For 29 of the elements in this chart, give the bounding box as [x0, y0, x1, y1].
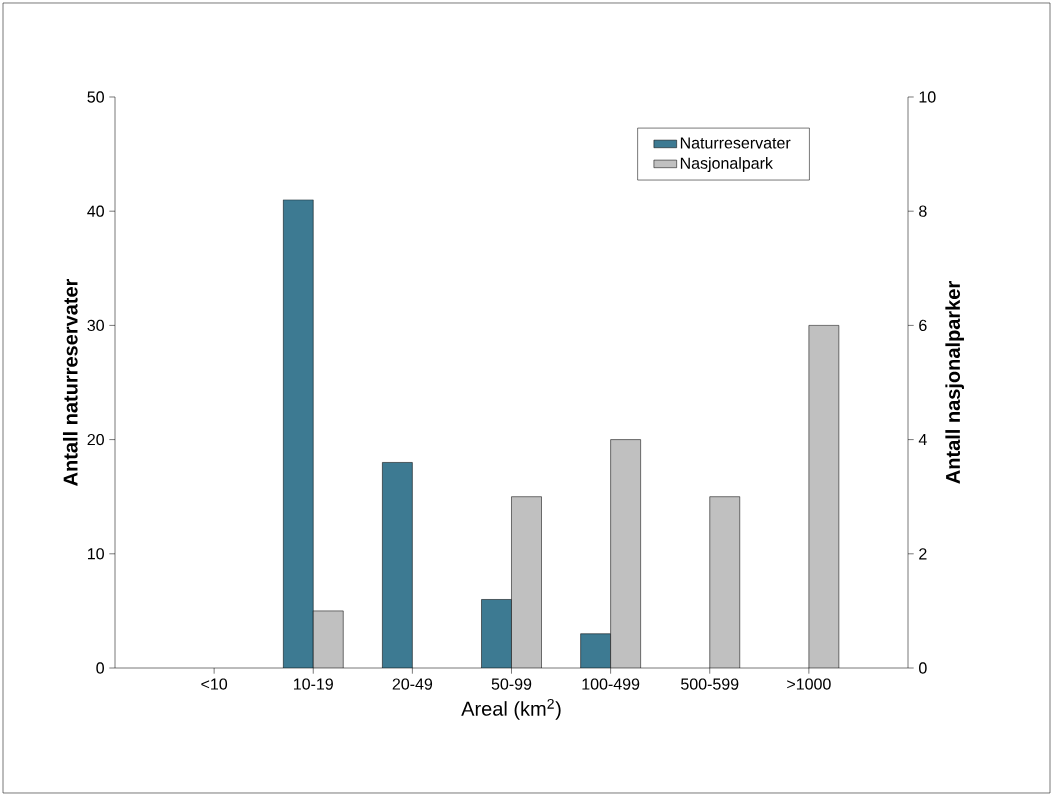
y2-tick-label: 2 [919, 548, 927, 560]
bar [511, 496, 542, 668]
y-tick-label: 0 [96, 662, 104, 674]
bar [808, 325, 840, 668]
y-tick-label: 40 [87, 205, 104, 217]
x-tick-label: >1000 [787, 678, 831, 690]
bar [610, 439, 641, 668]
x-tick-label: 20-49 [392, 678, 433, 690]
y-axis-title: Antall naturreservater [62, 278, 78, 486]
y-tick-label: 10 [88, 548, 104, 560]
x-tick-label: <10 [201, 678, 228, 690]
x-tick-label: 500-599 [681, 678, 739, 690]
y2-axis-title: Antall nasjonalparker [945, 281, 964, 484]
y2-tick-label: 6 [919, 319, 927, 332]
y2-tick-label: 10 [919, 91, 936, 103]
bar [709, 496, 740, 668]
legend-label: Naturreservater [680, 137, 791, 149]
x-tick-label: 100-499 [582, 678, 640, 690]
legend-label: Nasjonalpark [680, 157, 773, 173]
y-tick-label: 50 [87, 91, 104, 103]
x-tick-label: 50-99 [491, 678, 532, 690]
y2-tick-label: 4 [918, 434, 927, 446]
x-axis-title: Areal (km$^{2}$) [461, 698, 561, 720]
y2-tick-label: 0 [919, 662, 927, 674]
y-tick-label: 30 [87, 319, 104, 332]
x-tick-label: 10-19 [294, 678, 333, 690]
y-tick-label: 20 [87, 433, 104, 446]
bar [313, 610, 344, 668]
y2-tick-label: 8 [919, 205, 927, 217]
